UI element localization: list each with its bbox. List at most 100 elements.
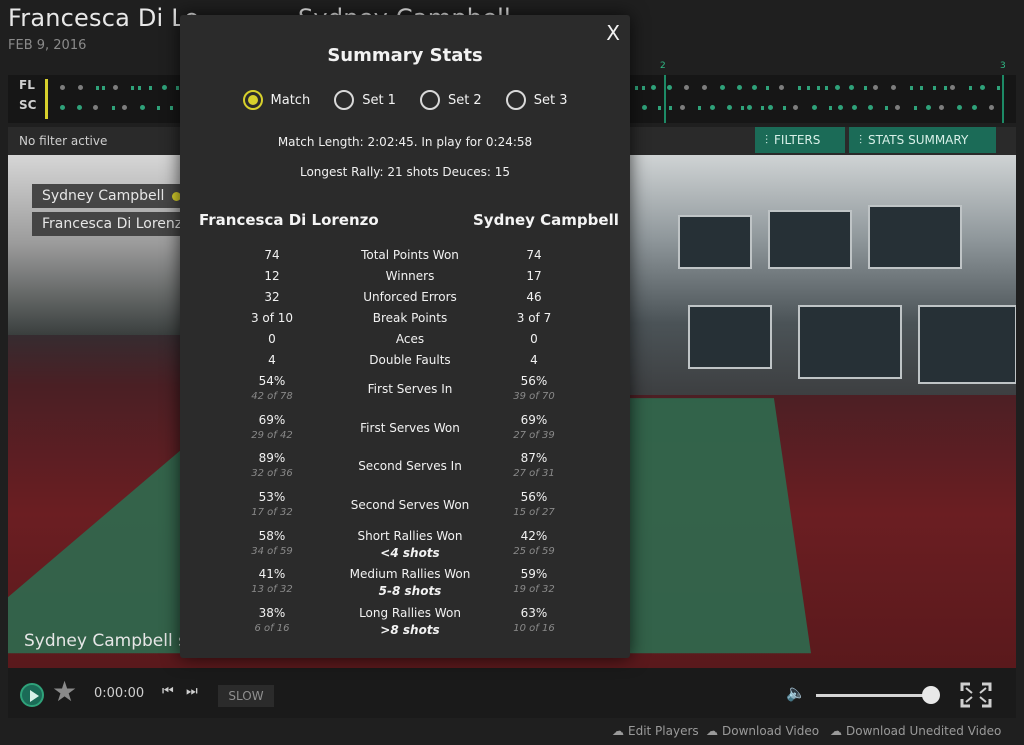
volume-slider[interactable] (816, 694, 934, 697)
timeline-point[interactable] (989, 105, 994, 110)
play-button[interactable] (20, 683, 44, 707)
timeline-point[interactable] (642, 86, 645, 90)
timeline-point[interactable] (812, 105, 817, 110)
filters-button[interactable]: ⫶ FILTERS (755, 127, 845, 153)
radio-set-2[interactable]: Set 2 (419, 90, 482, 110)
timeline-point[interactable] (747, 105, 752, 110)
timeline-point[interactable] (140, 105, 145, 110)
timeline-point[interactable] (60, 105, 65, 110)
skip-next-icon[interactable]: ⏭ (186, 684, 198, 699)
timeline-cursor[interactable] (45, 79, 48, 119)
timeline-point[interactable] (980, 85, 985, 90)
timeline-point[interactable] (779, 85, 784, 90)
timeline-point[interactable] (162, 85, 167, 90)
timeline-point[interactable] (138, 86, 141, 90)
timeline-point[interactable] (77, 105, 82, 110)
timeline-point[interactable] (727, 105, 732, 110)
radio-set-3[interactable]: Set 3 (505, 90, 567, 110)
stat-left-detail: 13 of 32 (251, 584, 293, 595)
volume-slider-handle[interactable] (922, 686, 940, 704)
timeline-point[interactable] (798, 86, 801, 90)
timeline-point[interactable] (891, 85, 896, 90)
timeline-point[interactable] (60, 85, 65, 90)
timeline-point[interactable] (78, 85, 83, 90)
timeline-point[interactable] (852, 105, 857, 110)
timeline-point[interactable] (817, 86, 820, 90)
slow-button[interactable]: SLOW (218, 685, 274, 707)
timeline-point[interactable] (768, 105, 773, 110)
timeline-point[interactable] (868, 105, 873, 110)
timeline-point[interactable] (737, 85, 742, 90)
timeline-point[interactable] (920, 86, 923, 90)
download-video-label: Download Video (722, 724, 820, 738)
timeline-point[interactable] (658, 106, 661, 110)
timeline-point[interactable] (102, 86, 105, 90)
timeline-point[interactable] (761, 106, 764, 110)
fullscreen-icon[interactable] (960, 682, 992, 708)
timeline-point[interactable] (807, 86, 810, 90)
timeline-point[interactable] (950, 85, 955, 90)
edit-players-link[interactable]: ☁ Edit Players (608, 724, 699, 738)
timeline-point[interactable] (720, 85, 725, 90)
timeline-point[interactable] (944, 86, 947, 90)
volume-icon[interactable]: 🔈 (786, 683, 806, 702)
player-tag-receiver: Francesca Di Lorenzo (32, 212, 201, 236)
timeline-point[interactable] (972, 105, 977, 110)
timeline-point[interactable] (702, 85, 707, 90)
timeline-point[interactable] (926, 105, 931, 110)
timeline-point[interactable] (895, 105, 900, 110)
timeline-point[interactable] (783, 106, 786, 110)
timeline-point[interactable] (873, 85, 878, 90)
timeline-point[interactable] (176, 86, 179, 90)
timeline-point[interactable] (914, 106, 917, 110)
timeline-point[interactable] (957, 105, 962, 110)
radio-label: Match (270, 92, 311, 108)
timeline-point[interactable] (910, 86, 913, 90)
timeline-point[interactable] (122, 105, 127, 110)
sliders-icon: ⫶ (859, 132, 863, 147)
star-icon[interactable]: ★ (52, 675, 78, 708)
timeline-point[interactable] (829, 106, 832, 110)
timeline-point[interactable] (864, 86, 867, 90)
timeline-point[interactable] (793, 105, 798, 110)
download-unedited-video-link[interactable]: ☁ Download Unedited Video (826, 724, 1001, 738)
radio-set-1[interactable]: Set 1 (334, 90, 396, 110)
timeline-point[interactable] (710, 105, 715, 110)
timeline-point[interactable] (835, 85, 840, 90)
timeline-point[interactable] (669, 106, 672, 110)
timeline-point[interactable] (635, 86, 638, 90)
timeline-point[interactable] (112, 106, 115, 110)
timeline-point[interactable] (825, 86, 828, 90)
timeline-point[interactable] (741, 106, 744, 110)
timeline-point[interactable] (170, 106, 173, 110)
timeline-point[interactable] (969, 86, 972, 90)
timeline-point[interactable] (698, 106, 701, 110)
timeline-point[interactable] (113, 85, 118, 90)
timeline-point[interactable] (93, 105, 98, 110)
timeline-point[interactable] (157, 106, 160, 110)
download-video-link[interactable]: ☁ Download Video (702, 724, 819, 738)
radio-match[interactable]: Match (242, 90, 311, 110)
timeline-point[interactable] (939, 105, 944, 110)
timeline-point[interactable] (838, 105, 843, 110)
timeline-point[interactable] (651, 85, 656, 90)
skip-previous-icon[interactable]: ⏮ (162, 684, 174, 699)
timeline-point[interactable] (933, 86, 936, 90)
timeline-point[interactable] (849, 85, 854, 90)
timeline-point[interactable] (667, 85, 672, 90)
timeline-point[interactable] (766, 86, 769, 90)
close-icon[interactable]: X (606, 21, 620, 45)
timeline-point[interactable] (149, 86, 152, 90)
timeline-point[interactable] (642, 105, 647, 110)
timeline-point[interactable] (997, 86, 1000, 90)
timeline-point[interactable] (96, 86, 99, 90)
match-date: FEB 9, 2016 (8, 38, 87, 53)
timeline-point[interactable] (885, 106, 888, 110)
stats-summary-button[interactable]: ⫶ STATS SUMMARY (849, 127, 996, 153)
stat-right-value: 17 (526, 269, 542, 283)
modal-title: Summary Stats (327, 45, 483, 66)
timeline-point[interactable] (684, 85, 689, 90)
timeline-point[interactable] (752, 85, 757, 90)
timeline-point[interactable] (680, 105, 685, 110)
timeline-point[interactable] (131, 86, 134, 90)
